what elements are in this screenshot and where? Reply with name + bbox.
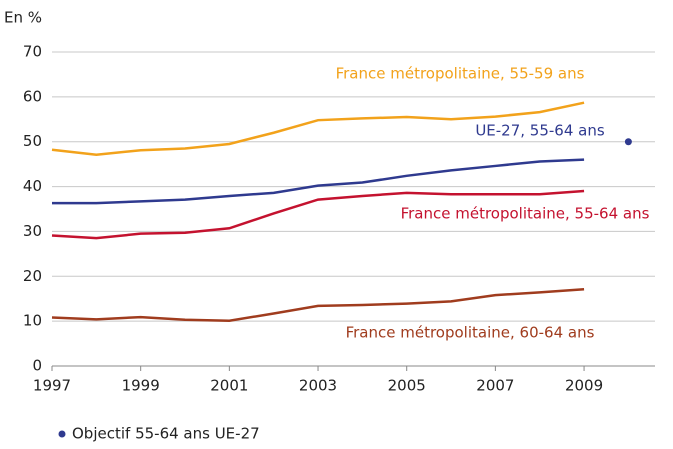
- series-line: [51, 101, 585, 156]
- legend-marker: [58, 430, 66, 438]
- x-tick-label: 1999: [122, 377, 160, 395]
- legend-label: Objectif 55-64 ans UE-27: [72, 425, 260, 443]
- series-label: France métropolitaine, 55-64 ans: [401, 205, 650, 223]
- series-line: [51, 288, 585, 322]
- y-axis-label: En %: [4, 9, 42, 27]
- series-label: France métropolitaine, 60-64 ans: [346, 324, 595, 342]
- series-line: [51, 189, 585, 240]
- y-tick-label: 40: [23, 177, 42, 195]
- y-tick-label: 0: [32, 357, 42, 375]
- x-tick-label: 2003: [299, 377, 337, 395]
- x-tick-label: 2009: [565, 377, 603, 395]
- x-tick-label: 2001: [210, 377, 248, 395]
- series-label: France métropolitaine, 55-59 ans: [336, 65, 585, 83]
- series-line: [52, 158, 585, 205]
- y-tick-label: 50: [23, 132, 42, 150]
- y-tick-label: 10: [23, 312, 42, 330]
- target-point: [624, 138, 632, 146]
- x-tick-label: 1997: [33, 377, 71, 395]
- y-tick-label: 30: [23, 222, 42, 240]
- x-tick-label: 2005: [388, 377, 426, 395]
- y-tick-label: 70: [23, 43, 42, 61]
- series-label: UE-27, 55-64 ans: [475, 122, 605, 140]
- x-tick-label: 2007: [476, 377, 514, 395]
- y-tick-label: 60: [23, 87, 42, 105]
- y-tick-label: 20: [23, 267, 42, 285]
